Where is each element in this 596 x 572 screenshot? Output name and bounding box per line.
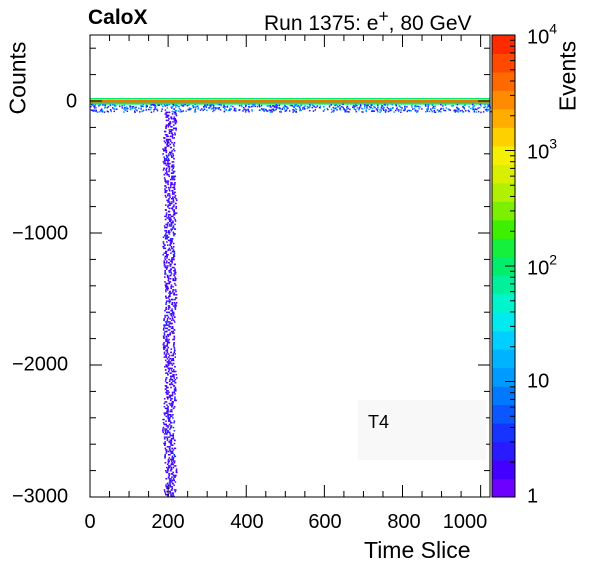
colorbar-bin (492, 164, 515, 184)
colorbar-bin (492, 182, 515, 202)
z-tick-label: 103 (527, 135, 558, 164)
colorbar-bin (492, 256, 515, 276)
z-tick-label: 102 (527, 251, 558, 280)
x-tick-label: 1000 (442, 511, 488, 533)
colorbar-bin (492, 460, 515, 480)
colorbar-bin (492, 404, 515, 424)
baseline-band-core (90, 100, 490, 103)
plot-frame (89, 34, 491, 498)
y-axis-label: Counts (4, 41, 31, 115)
x-tick-label: 600 (308, 511, 342, 533)
colorbar-bin (492, 219, 515, 239)
x-tick-label: 800 (387, 511, 421, 533)
colorbar-bin (492, 201, 515, 221)
colorbar-bin (492, 478, 515, 498)
colorbar-bin (492, 423, 515, 443)
x-tick-label: 400 (230, 511, 264, 533)
annotation-label: T4 (368, 412, 390, 432)
x-axis-label: Time Slice (364, 537, 471, 563)
baseline-tail (90, 103, 492, 114)
colorbar-bin (492, 312, 515, 332)
colorbar-bin (492, 330, 515, 350)
colorbar-bin (492, 90, 515, 110)
colorbar-bin (492, 349, 515, 369)
colorbar-bin (492, 275, 515, 295)
z-axis-label: Events (554, 40, 581, 112)
y-tick-label: −3000 (12, 485, 69, 508)
colorbar-bin (492, 441, 515, 461)
y-tick-label: −2000 (12, 353, 69, 376)
z-tick-label: 1 (527, 485, 539, 508)
chart-title-left: CaloX (88, 6, 148, 29)
chart-title-right: Run 1375: e+, 80 GeV (264, 6, 472, 35)
colorbar-bin (492, 367, 515, 387)
colorbar-bin (492, 293, 515, 313)
x-tick-label: 0 (84, 511, 96, 533)
z-tick-label: 104 (527, 20, 558, 49)
colorbar-bin (492, 108, 515, 128)
z-tick-label: 10 (527, 370, 550, 393)
colorbar-bin (492, 71, 515, 91)
colorbar-bin (492, 386, 515, 406)
annotation-box (358, 400, 486, 460)
y-tick-label: −1000 (12, 222, 69, 245)
x-tick-label: 200 (151, 511, 185, 533)
y-tick-label: 0 (66, 90, 78, 113)
colorbar-bin (492, 53, 515, 73)
colorbar-bin (492, 35, 515, 54)
colorbar-bin (492, 238, 515, 258)
pulse-band (162, 111, 178, 498)
colorbar-bin (492, 127, 515, 147)
